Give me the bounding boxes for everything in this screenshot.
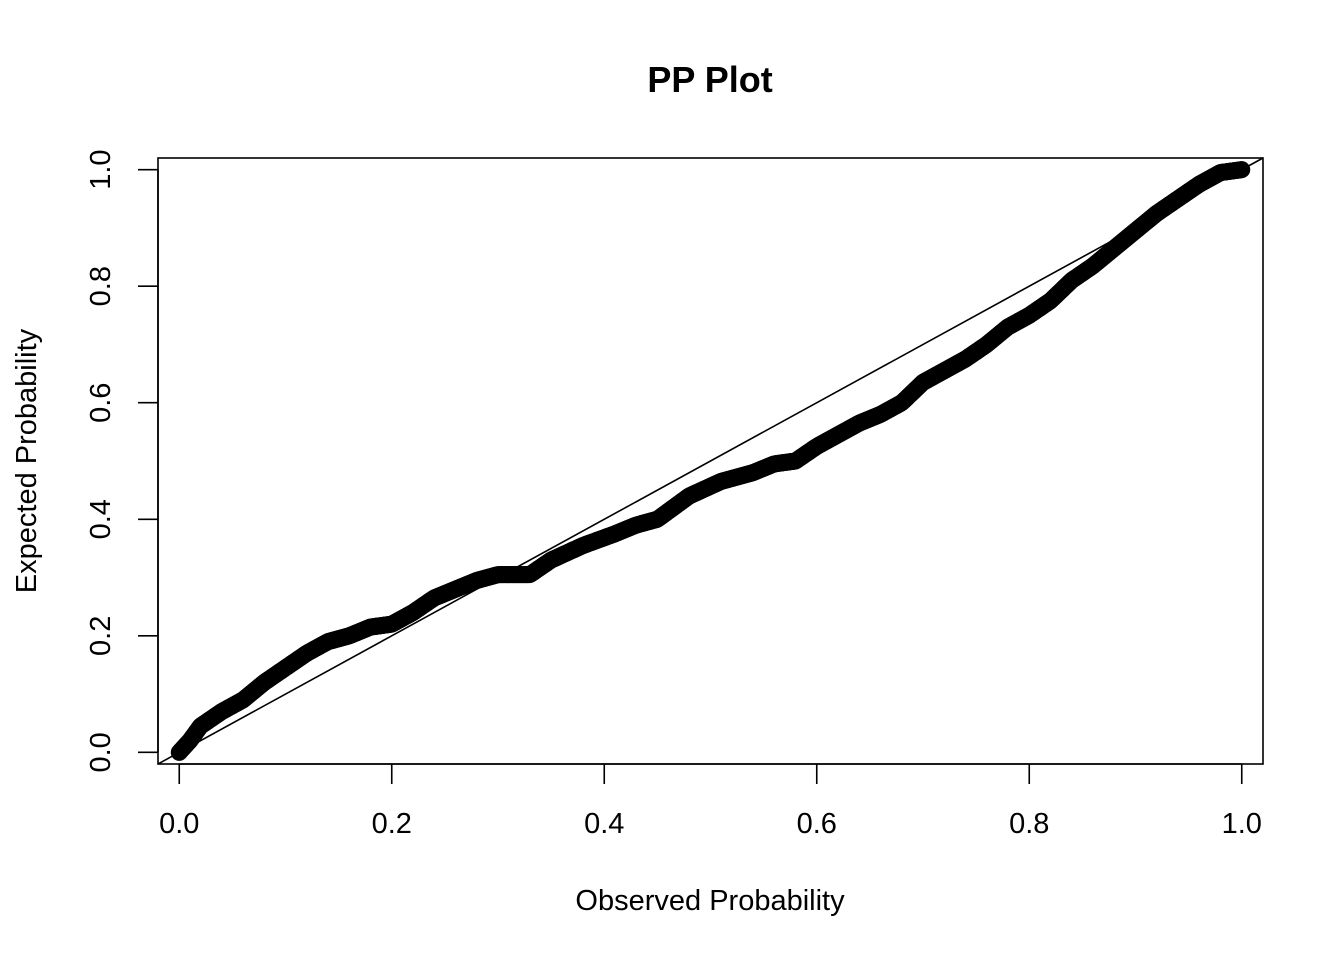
x-tick-label: 0.2 (372, 808, 412, 840)
y-tick-label: 0.0 (85, 732, 117, 772)
reference-line (157, 157, 1264, 765)
y-axis-label: Expected Probability (11, 328, 43, 593)
y-axis: 0.0 0.2 0.4 0.6 0.8 1.0 (85, 149, 159, 773)
x-axis: 0.0 0.2 0.4 0.6 0.8 1.0 (159, 763, 1262, 840)
x-tick-label: 0.0 (159, 808, 199, 840)
y-tick-label: 0.2 (85, 616, 117, 656)
x-tick-label: 0.4 (584, 808, 624, 840)
x-axis-label: Observed Probability (575, 885, 845, 917)
chart-title: PP Plot (647, 59, 772, 100)
y-tick-label: 0.4 (85, 499, 117, 539)
data-point (1233, 161, 1251, 179)
data-points (170, 161, 1251, 761)
y-tick-label: 0.6 (85, 383, 117, 423)
x-tick-label: 1.0 (1222, 808, 1262, 840)
x-tick-label: 0.8 (1009, 808, 1049, 840)
x-tick-label: 0.6 (797, 808, 837, 840)
y-tick-label: 1.0 (85, 149, 117, 189)
y-tick-label: 0.8 (85, 266, 117, 306)
